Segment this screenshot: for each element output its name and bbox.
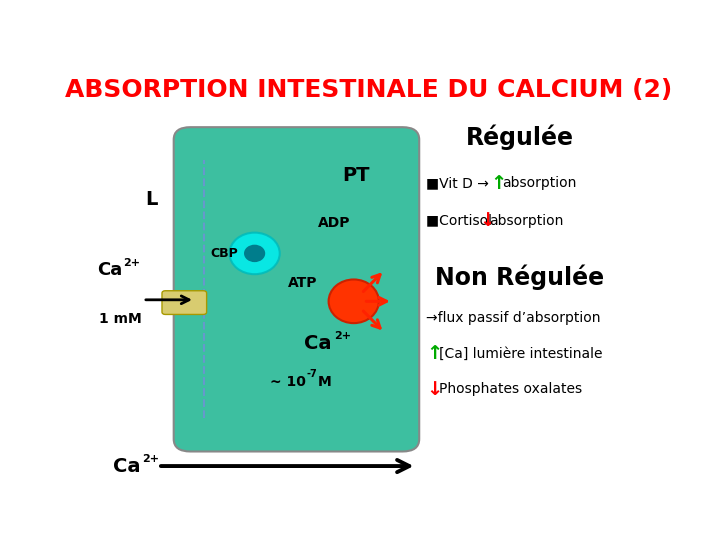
Text: Ca: Ca (112, 456, 140, 476)
Text: absorption: absorption (490, 214, 564, 228)
Text: Phosphates oxalates: Phosphates oxalates (439, 382, 582, 396)
FancyBboxPatch shape (162, 291, 207, 314)
Text: ↓: ↓ (426, 380, 442, 399)
Text: ■Vit D →: ■Vit D → (426, 176, 493, 190)
Text: 2+: 2+ (123, 258, 140, 268)
Text: Ca: Ca (97, 261, 122, 279)
Text: 2+: 2+ (334, 330, 351, 341)
Text: ATP: ATP (288, 276, 318, 291)
Text: ↑: ↑ (426, 345, 442, 363)
Text: Ca: Ca (304, 334, 331, 353)
Ellipse shape (328, 280, 379, 323)
Text: ABSORPTION INTESTINALE DU CALCIUM (2): ABSORPTION INTESTINALE DU CALCIUM (2) (66, 78, 672, 102)
Text: Régulée: Régulée (466, 125, 574, 150)
Text: M: M (318, 375, 331, 389)
Text: -7: -7 (306, 369, 317, 379)
Text: L: L (145, 190, 158, 209)
Text: [Ca] lumière intestinale: [Ca] lumière intestinale (439, 347, 603, 361)
Text: CBP: CBP (210, 247, 238, 260)
Ellipse shape (244, 245, 265, 262)
Ellipse shape (230, 233, 280, 274)
Text: 2+: 2+ (142, 454, 159, 463)
Text: 1 mM: 1 mM (99, 312, 142, 326)
Text: ~ 10: ~ 10 (270, 375, 306, 389)
Text: absorption: absorption (502, 176, 576, 190)
Text: →flux passif d’absorption: →flux passif d’absorption (426, 312, 600, 326)
Text: PT: PT (342, 166, 369, 185)
Text: ■Cortisol: ■Cortisol (426, 214, 496, 228)
Text: Non Régulée: Non Régulée (435, 264, 604, 289)
Text: ↑: ↑ (490, 174, 507, 193)
Text: ↓: ↓ (480, 211, 496, 230)
FancyBboxPatch shape (174, 127, 419, 451)
Text: ADP: ADP (318, 217, 351, 231)
